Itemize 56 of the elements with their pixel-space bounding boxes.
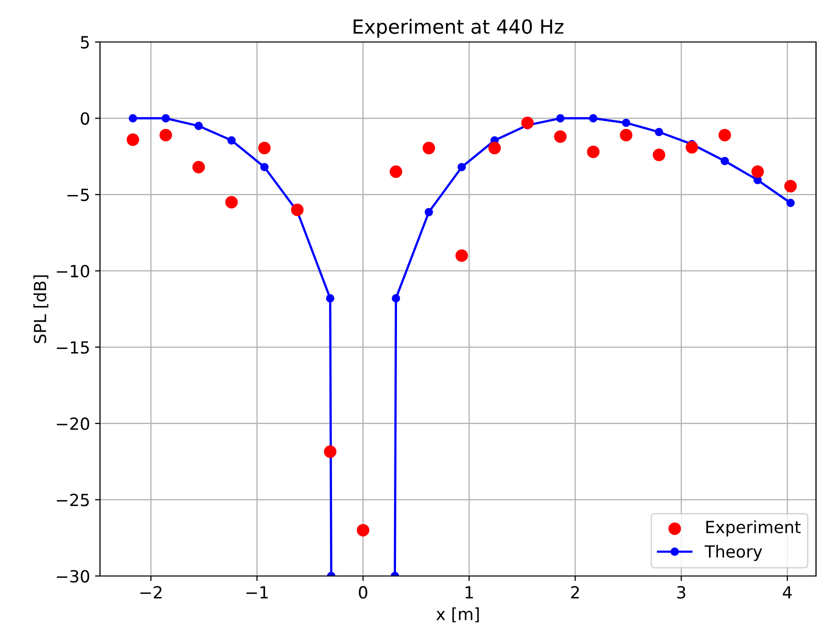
point [422, 142, 436, 154]
point [686, 141, 698, 154]
legend-label: Theory [704, 544, 762, 561]
point [326, 294, 334, 302]
y-tick-label: −25 [56, 494, 89, 506]
point [589, 114, 598, 122]
chart-title: Experiment at 440 Hz [354, 18, 564, 38]
point [458, 162, 466, 172]
point [720, 156, 729, 166]
y-tick-label: 5 [80, 36, 89, 49]
point [356, 524, 370, 536]
x-tick-label: 1 [466, 586, 473, 598]
x-tick-label: −2 [140, 586, 162, 598]
x-axis-title: x [m] [436, 607, 479, 622]
point [784, 180, 797, 192]
y-tick-label: −20 [56, 417, 90, 430]
point [258, 142, 271, 154]
point [225, 196, 238, 208]
point [488, 142, 501, 154]
point [554, 130, 567, 143]
y-tick-label: 0 [80, 112, 90, 125]
point [227, 136, 236, 145]
point [128, 114, 138, 122]
x-tick-label: 3 [677, 586, 686, 599]
legend-label: Experiment [706, 520, 801, 537]
x-tick-label: 4 [782, 586, 792, 598]
point [291, 204, 304, 216]
x-tick-label: 2 [571, 586, 579, 598]
point [260, 162, 269, 172]
point [192, 160, 205, 174]
point [521, 116, 534, 130]
point [556, 114, 565, 122]
x-tick-label: −1 [246, 586, 268, 598]
point [652, 148, 666, 162]
point [654, 128, 664, 136]
point [586, 146, 600, 158]
point [718, 128, 732, 142]
y-axis-title: SPL [dB] [33, 275, 48, 344]
point [622, 118, 630, 128]
point [126, 133, 140, 146]
y-tick-label: −30 [56, 570, 90, 583]
point [160, 128, 172, 142]
y-tick-label: −10 [56, 264, 90, 278]
point [390, 165, 402, 178]
point [786, 198, 795, 208]
point [620, 128, 632, 142]
y-tick-label: −15 [56, 341, 89, 354]
point [194, 122, 203, 130]
point [455, 249, 468, 262]
point [162, 114, 170, 122]
point [424, 208, 433, 216]
x-tick-label: 0 [358, 586, 368, 599]
point [392, 294, 400, 302]
point [751, 165, 764, 178]
y-tick-label: −5 [67, 188, 89, 202]
point [324, 445, 336, 458]
